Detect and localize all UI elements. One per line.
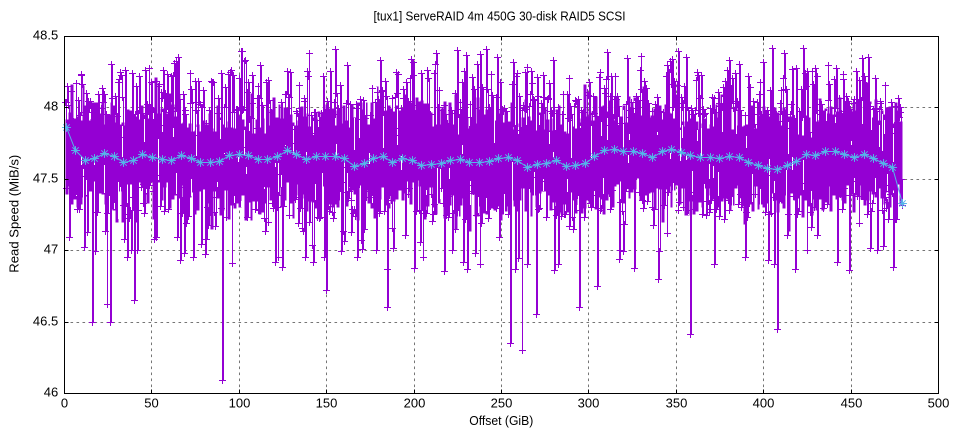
svg-text:350: 350 bbox=[666, 396, 688, 411]
svg-text:250: 250 bbox=[491, 396, 513, 411]
svg-text:300: 300 bbox=[578, 396, 600, 411]
svg-text:0: 0 bbox=[61, 396, 68, 411]
svg-text:48: 48 bbox=[44, 99, 58, 114]
svg-text:Offset (GiB): Offset (GiB) bbox=[469, 413, 533, 428]
svg-text:100: 100 bbox=[229, 396, 251, 411]
svg-text:500: 500 bbox=[928, 396, 950, 411]
svg-text:[tux1] ServeRAID 4m 450G 30-di: [tux1] ServeRAID 4m 450G 30-disk RAID5 S… bbox=[374, 9, 626, 24]
svg-text:47.5: 47.5 bbox=[33, 171, 58, 186]
svg-text:46: 46 bbox=[44, 385, 58, 400]
svg-text:50: 50 bbox=[144, 396, 158, 411]
svg-text:47: 47 bbox=[44, 242, 58, 257]
svg-text:48.5: 48.5 bbox=[33, 28, 58, 43]
svg-text:400: 400 bbox=[753, 396, 775, 411]
svg-text:Read Speed (MiB/s): Read Speed (MiB/s) bbox=[7, 155, 22, 273]
svg-text:46.5: 46.5 bbox=[33, 314, 58, 329]
svg-text:200: 200 bbox=[404, 396, 426, 411]
svg-text:450: 450 bbox=[841, 396, 863, 411]
svg-text:150: 150 bbox=[316, 396, 338, 411]
